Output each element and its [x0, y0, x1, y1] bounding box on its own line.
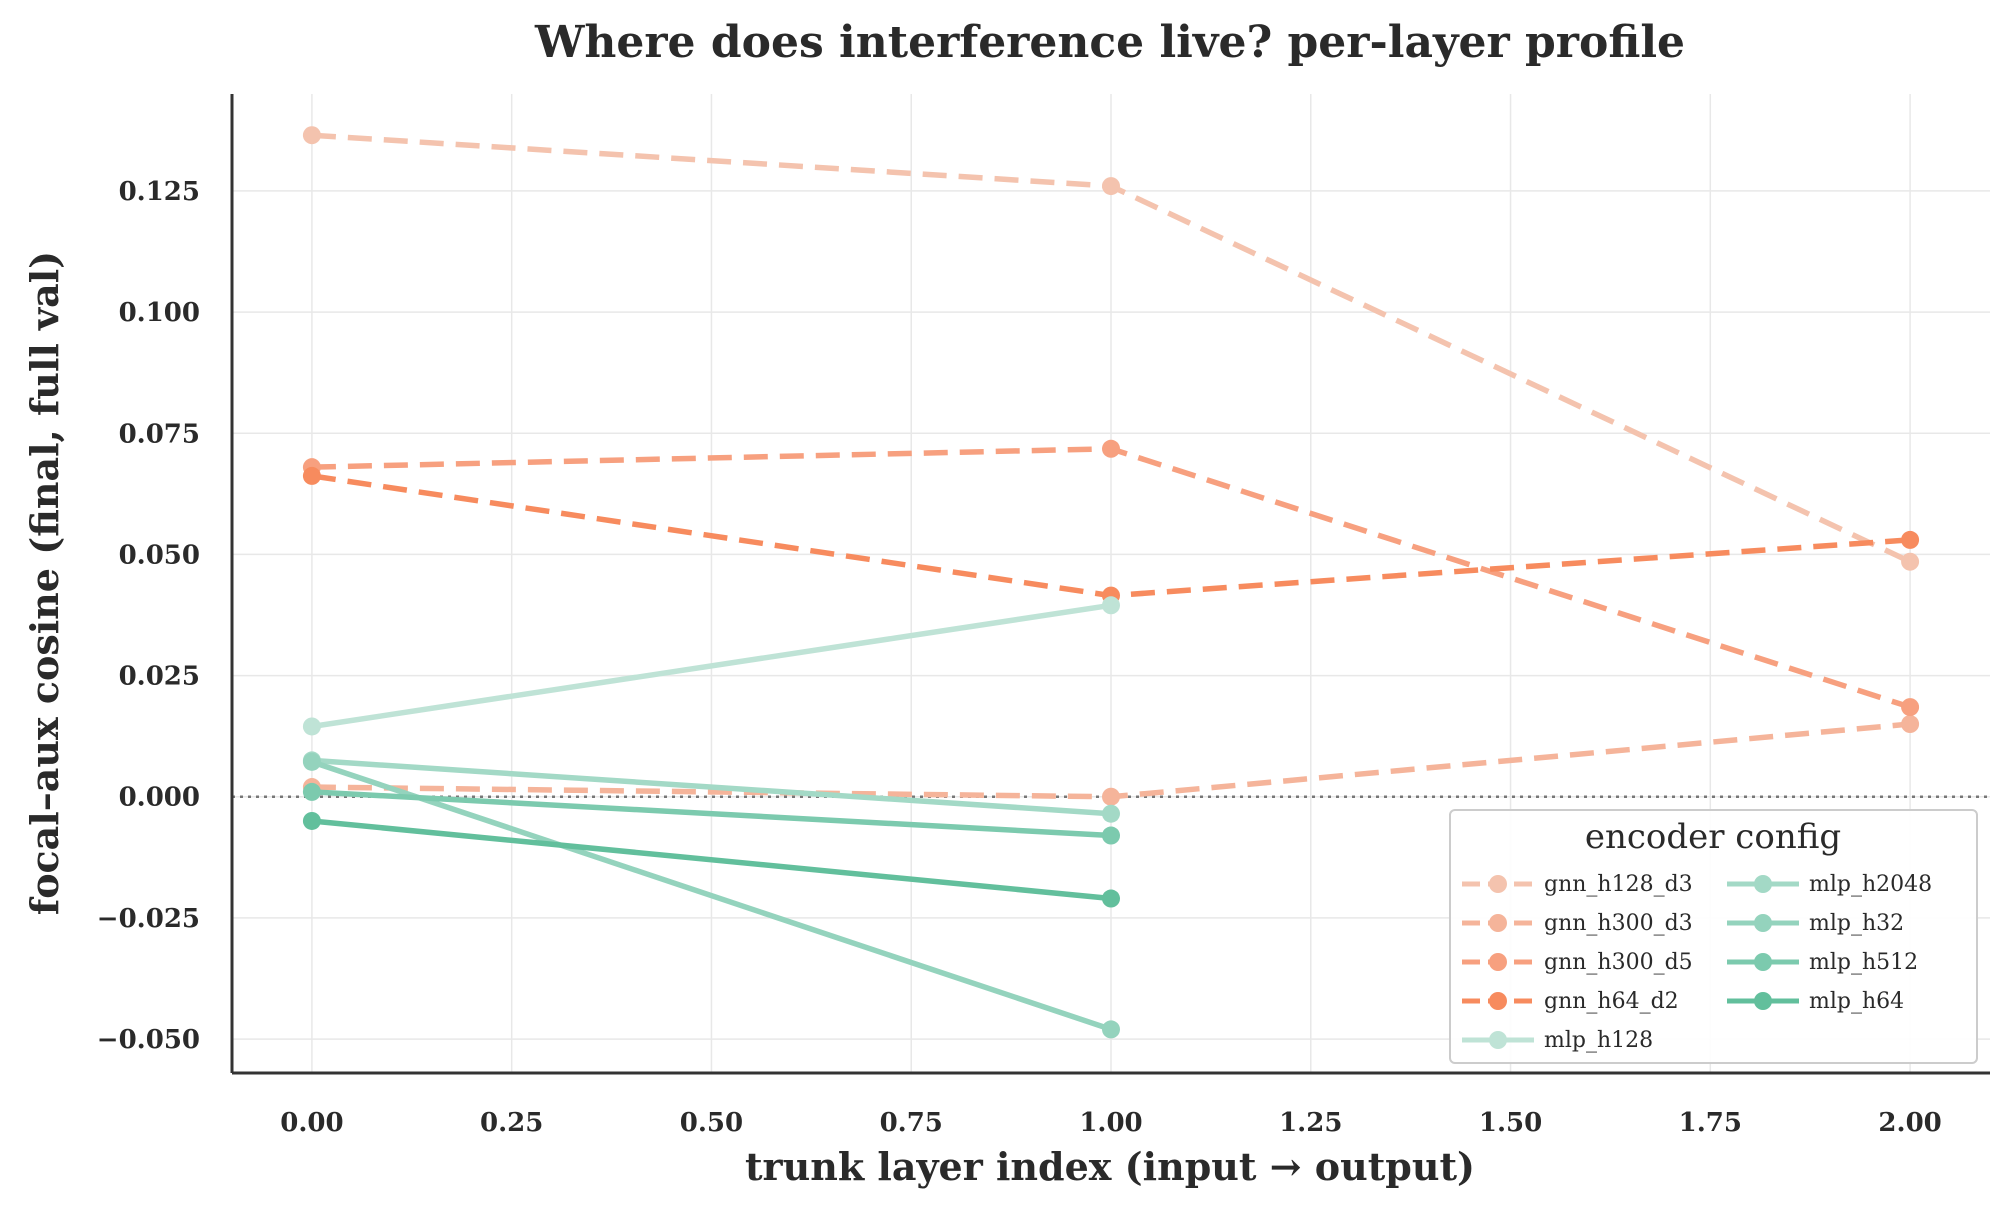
- axes: [230, 94, 1990, 1075]
- legend-label: gnn_h300_d5: [1544, 950, 1693, 975]
- x-tick-label: 0.25: [480, 1108, 543, 1138]
- series-mlp_h64: [302, 811, 1120, 908]
- y-tick-label: 0.125: [119, 177, 200, 207]
- legend-swatch-marker: [1754, 953, 1772, 971]
- y-tick-label: 0.075: [119, 419, 200, 449]
- legend-label: gnn_h64_d2: [1544, 989, 1679, 1014]
- x-tick-label: 2.00: [1878, 1108, 1941, 1138]
- series-mlp_h128: [302, 596, 1120, 736]
- y-tick-label: 0.050: [119, 540, 200, 570]
- data-point-mlp_h32: [302, 752, 321, 771]
- data-point-gnn_h300_d5: [1102, 439, 1120, 458]
- series-mlp_h512: [302, 782, 1120, 845]
- series-line-mlp_h128: [311, 602, 1112, 730]
- legend-item-mlp_h512: mlp_h512: [1727, 950, 1918, 975]
- data-point-mlp_h128: [302, 717, 321, 736]
- series-layer: [302, 126, 1920, 1039]
- data-point-gnn_h128_d3: [1901, 552, 1920, 571]
- x-tick-label: 1.00: [1079, 1108, 1142, 1138]
- series-line-mlp_h2048: [311, 757, 1112, 817]
- y-tick-label: 0.000: [119, 783, 200, 813]
- y-tick-label: −0.050: [97, 1025, 200, 1055]
- legend-swatch-marker: [1489, 953, 1507, 971]
- y-tick-labels: −0.050 −0.025 0.000 0.025 0.050 0.075 0.100 0.1…: [97, 177, 200, 1055]
- series-line-mlp_h64: [311, 818, 1112, 902]
- legend-label: mlp_h32: [1809, 911, 1904, 936]
- data-point-gnn_h64_d2: [302, 466, 321, 485]
- legend-item-mlp_h2048: mlp_h2048: [1727, 872, 1932, 897]
- x-tick-label: 1.75: [1679, 1108, 1742, 1138]
- data-point-mlp_h512: [302, 782, 321, 801]
- x-tick-label: 1.25: [1279, 1108, 1342, 1138]
- data-point-gnn_h300_d5: [1901, 698, 1920, 717]
- x-tick-labels: 0.00 0.25 0.50 0.75 1.00 1.25 1.50 1.75 2.00: [280, 1108, 1942, 1138]
- series-line-mlp_h32: [311, 759, 1112, 1032]
- data-point-mlp_h64: [302, 811, 321, 830]
- legend-item-gnn_h300_d3: gnn_h300_d3: [1462, 911, 1693, 936]
- legend-label: mlp_h64: [1809, 989, 1904, 1014]
- data-point-mlp_h128: [1102, 596, 1120, 615]
- legend-swatch-marker: [1754, 992, 1772, 1010]
- x-axis-label: trunk layer index (input → output): [745, 1144, 1475, 1189]
- data-point-mlp_h64: [1102, 889, 1120, 908]
- y-tick-label: −0.025: [97, 904, 200, 934]
- legend-swatch-marker: [1489, 875, 1507, 893]
- data-point-gnn_h64_d2: [1901, 530, 1920, 549]
- legend-label: mlp_h2048: [1809, 872, 1932, 897]
- legend-label: mlp_h512: [1809, 950, 1918, 975]
- legend: encoder config gnn_h128_d3gnn_h300_d3gnn…: [1449, 809, 1978, 1064]
- legend-item-mlp_h128: mlp_h128: [1462, 1028, 1653, 1053]
- x-tick-label: 0.00: [280, 1108, 343, 1138]
- legend-box: [1449, 809, 1978, 1064]
- legend-swatch-marker: [1489, 1031, 1507, 1049]
- legend-item-gnn_h300_d5: gnn_h300_d5: [1462, 950, 1693, 975]
- legend-swatch-marker: [1489, 914, 1507, 932]
- series-gnn_h128_d3: [302, 126, 1920, 571]
- legend-label: gnn_h300_d3: [1544, 911, 1693, 936]
- legend-swatch-marker: [1489, 992, 1507, 1010]
- y-axis-label: focal–aux cosine (final, full val): [22, 251, 67, 915]
- data-point-gnn_h128_d3: [302, 126, 321, 145]
- legend-item-mlp_h32: mlp_h32: [1727, 911, 1904, 936]
- legend-items: gnn_h128_d3 gnn_h300_d3 gnn_h300_d5 gnn_h64…: [1462, 872, 1932, 1053]
- data-point-gnn_h300_d3: [1102, 787, 1120, 806]
- x-tick-label: 1.50: [1479, 1108, 1542, 1138]
- data-point-gnn_h300_d3: [1901, 715, 1920, 734]
- legend-item-mlp_h64: mlp_h64: [1727, 989, 1904, 1014]
- legend-label: gnn_h128_d3: [1544, 872, 1693, 897]
- data-point-mlp_h512: [1102, 826, 1120, 845]
- data-point-mlp_h32: [1102, 1020, 1120, 1039]
- legend-swatch-marker: [1754, 914, 1772, 932]
- data-point-gnn_h128_d3: [1102, 177, 1120, 196]
- series-mlp_h32: [302, 752, 1120, 1039]
- series-line-mlp_h512: [311, 789, 1112, 839]
- legend-label: mlp_h128: [1544, 1028, 1653, 1053]
- legend-title: encoder config: [1585, 817, 1841, 857]
- y-tick-label: 0.100: [119, 298, 200, 328]
- x-tick-label: 0.75: [880, 1108, 943, 1138]
- chart-title: Where does interference live? per-layer …: [534, 17, 1685, 68]
- data-point-mlp_h2048: [1102, 804, 1120, 823]
- x-tick-label: 0.50: [680, 1108, 743, 1138]
- legend-item-gnn_h128_d3: gnn_h128_d3: [1462, 872, 1693, 897]
- legend-swatch-marker: [1754, 875, 1772, 893]
- y-tick-label: 0.025: [119, 662, 200, 692]
- legend-item-gnn_h64_d2: gnn_h64_d2: [1462, 989, 1679, 1014]
